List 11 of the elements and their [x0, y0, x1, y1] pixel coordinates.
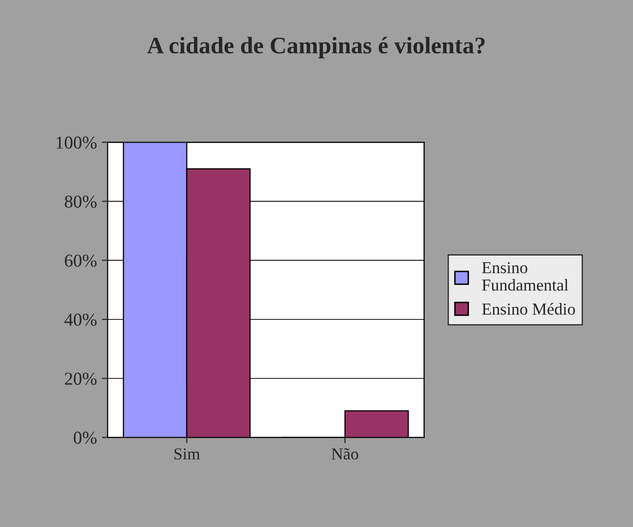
legend-label: Ensino Médio	[482, 303, 575, 315]
legend-label: Ensino Fundamental	[482, 262, 568, 291]
y-tick-label: 100%	[56, 136, 97, 149]
y-tick-label: 80%	[64, 196, 97, 208]
x-tick-label: Sim	[174, 448, 200, 460]
chart-title: A cidade de Campinas é violenta?	[147, 36, 485, 58]
y-tick-label: 0%	[74, 432, 97, 444]
x-tick-label: Não	[332, 448, 358, 460]
y-tick-label: 20%	[64, 372, 97, 385]
y-tick-label: 40%	[64, 314, 97, 326]
y-tick-label: 60%	[64, 254, 97, 267]
